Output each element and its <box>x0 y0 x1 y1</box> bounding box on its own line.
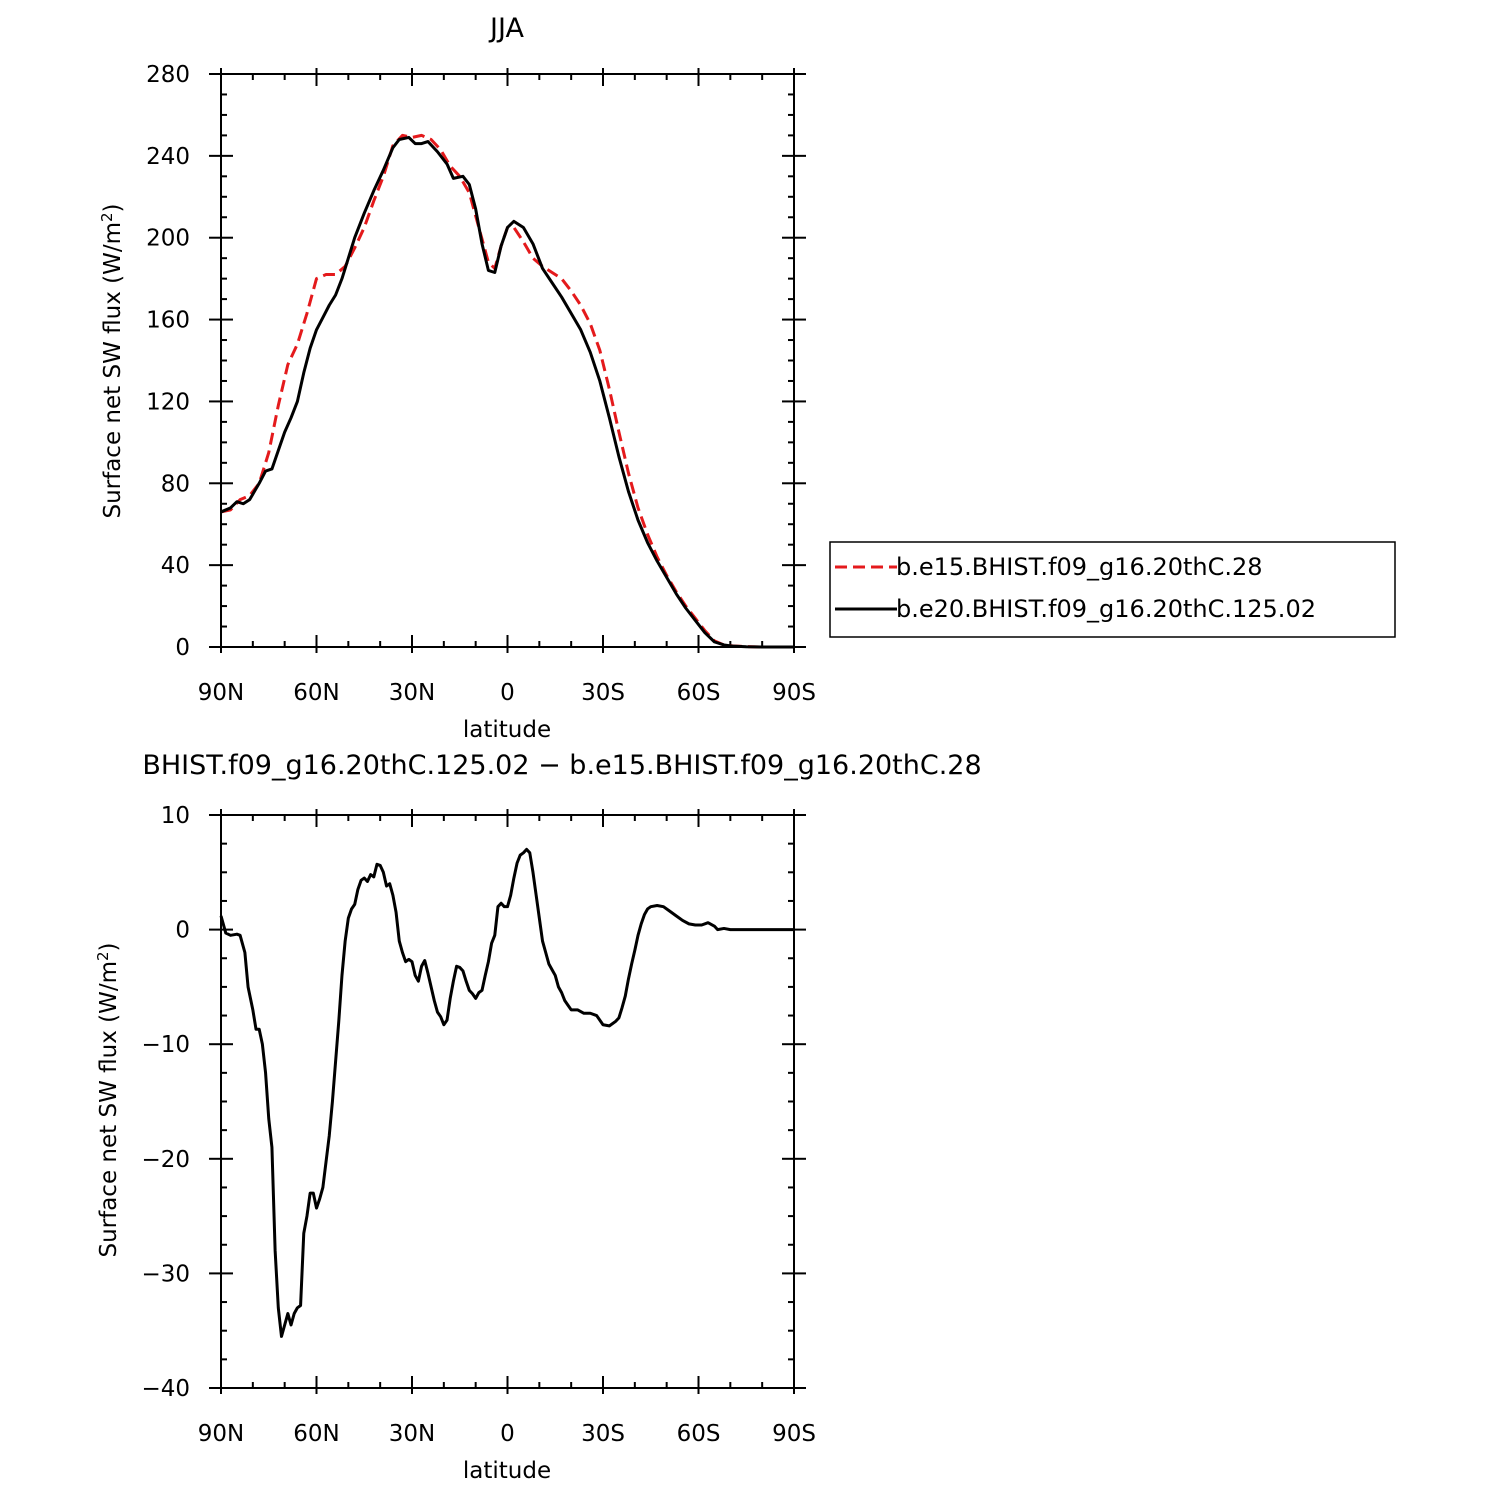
y-tick-label: −30 <box>141 1261 190 1287</box>
axis-ticks <box>209 68 806 653</box>
y-axis-label-superscript: 2 <box>98 212 116 222</box>
x-tick-label: 90N <box>198 680 244 706</box>
legend-label-series-1: b.e15.BHIST.f09_g16.20thC.28 <box>896 553 1263 581</box>
y-tick-label: 40 <box>161 553 190 579</box>
axis-ticks <box>209 809 806 1394</box>
y-axis-label-close: ) <box>96 942 122 951</box>
y-axis-label: Surface net SW flux (W/m2) <box>94 942 122 1257</box>
chart-title: BHIST.f09_g16.20thC.125.02 − b.e15.BHIST… <box>142 750 981 781</box>
x-tick-label: 60N <box>293 680 339 706</box>
x-tick-label: 90S <box>772 680 816 706</box>
series-lines <box>220 133 794 649</box>
legend: b.e15.BHIST.f09_g16.20thC.28 b.e20.BHIST… <box>829 541 1396 638</box>
x-tick-label: 90N <box>198 1421 244 1447</box>
x-tick-label: 30N <box>389 680 435 706</box>
y-axis-label-main: Surface net SW flux (W/m <box>96 961 122 1258</box>
panel-top-jja: JJA 90N 60N 30N 0 30S 60S 90S 0 40 80 120 160 200 24… <box>98 13 816 743</box>
legend-box <box>829 541 1396 638</box>
x-tick-label: 30S <box>581 680 625 706</box>
plot-frame <box>220 73 795 648</box>
x-tick-label: 90S <box>772 1421 816 1447</box>
series-line-1 <box>219 847 794 1338</box>
y-tick-label: −40 <box>141 1376 190 1402</box>
series-line-2 <box>220 135 794 649</box>
y-tick-label: 200 <box>146 226 190 252</box>
x-tick-label: 60S <box>677 1421 721 1447</box>
x-tick-label: 30N <box>389 1421 435 1447</box>
x-axis-label: latitude <box>463 1458 551 1484</box>
x-tick-labels: 90N 60N 30N 0 30S 60S 90S <box>198 680 816 706</box>
y-tick-labels: −40 −30 −20 −10 0 10 <box>141 803 190 1402</box>
y-tick-label: −10 <box>141 1032 190 1058</box>
y-tick-label: −20 <box>141 1147 190 1173</box>
y-tick-labels: 0 40 80 120 160 200 240 280 <box>146 62 190 661</box>
y-tick-label: 0 <box>175 635 190 661</box>
y-tick-label: 80 <box>161 471 190 497</box>
y-axis-label-close: ) <box>100 203 126 212</box>
y-tick-label: 120 <box>146 389 190 415</box>
x-tick-labels: 90N 60N 30N 0 30S 60S 90S <box>198 1421 816 1447</box>
x-tick-label: 0 <box>500 1421 515 1447</box>
y-axis-label: Surface net SW flux (W/m2) <box>98 203 126 518</box>
series-line-1 <box>220 133 794 649</box>
y-axis-label-main: Surface net SW flux (W/m <box>100 222 126 519</box>
x-tick-label: 60N <box>293 1421 339 1447</box>
plot-frame <box>220 814 795 1389</box>
y-tick-label: 10 <box>161 803 190 829</box>
series-lines <box>219 847 794 1338</box>
chart-title: JJA <box>488 13 524 44</box>
x-tick-label: 30S <box>581 1421 625 1447</box>
x-tick-label: 0 <box>500 680 515 706</box>
x-tick-label: 60S <box>677 680 721 706</box>
x-axis-label: latitude <box>463 717 551 743</box>
y-tick-label: 280 <box>146 62 190 88</box>
legend-label-series-2: b.e20.BHIST.f09_g16.20thC.125.02 <box>896 595 1316 623</box>
y-tick-label: 160 <box>146 308 190 334</box>
y-axis-label-superscript: 2 <box>94 951 112 961</box>
y-tick-label: 240 <box>146 144 190 170</box>
y-tick-label: 0 <box>175 918 190 944</box>
panel-bottom-difference: BHIST.f09_g16.20thC.125.02 − b.e15.BHIST… <box>94 750 982 1484</box>
